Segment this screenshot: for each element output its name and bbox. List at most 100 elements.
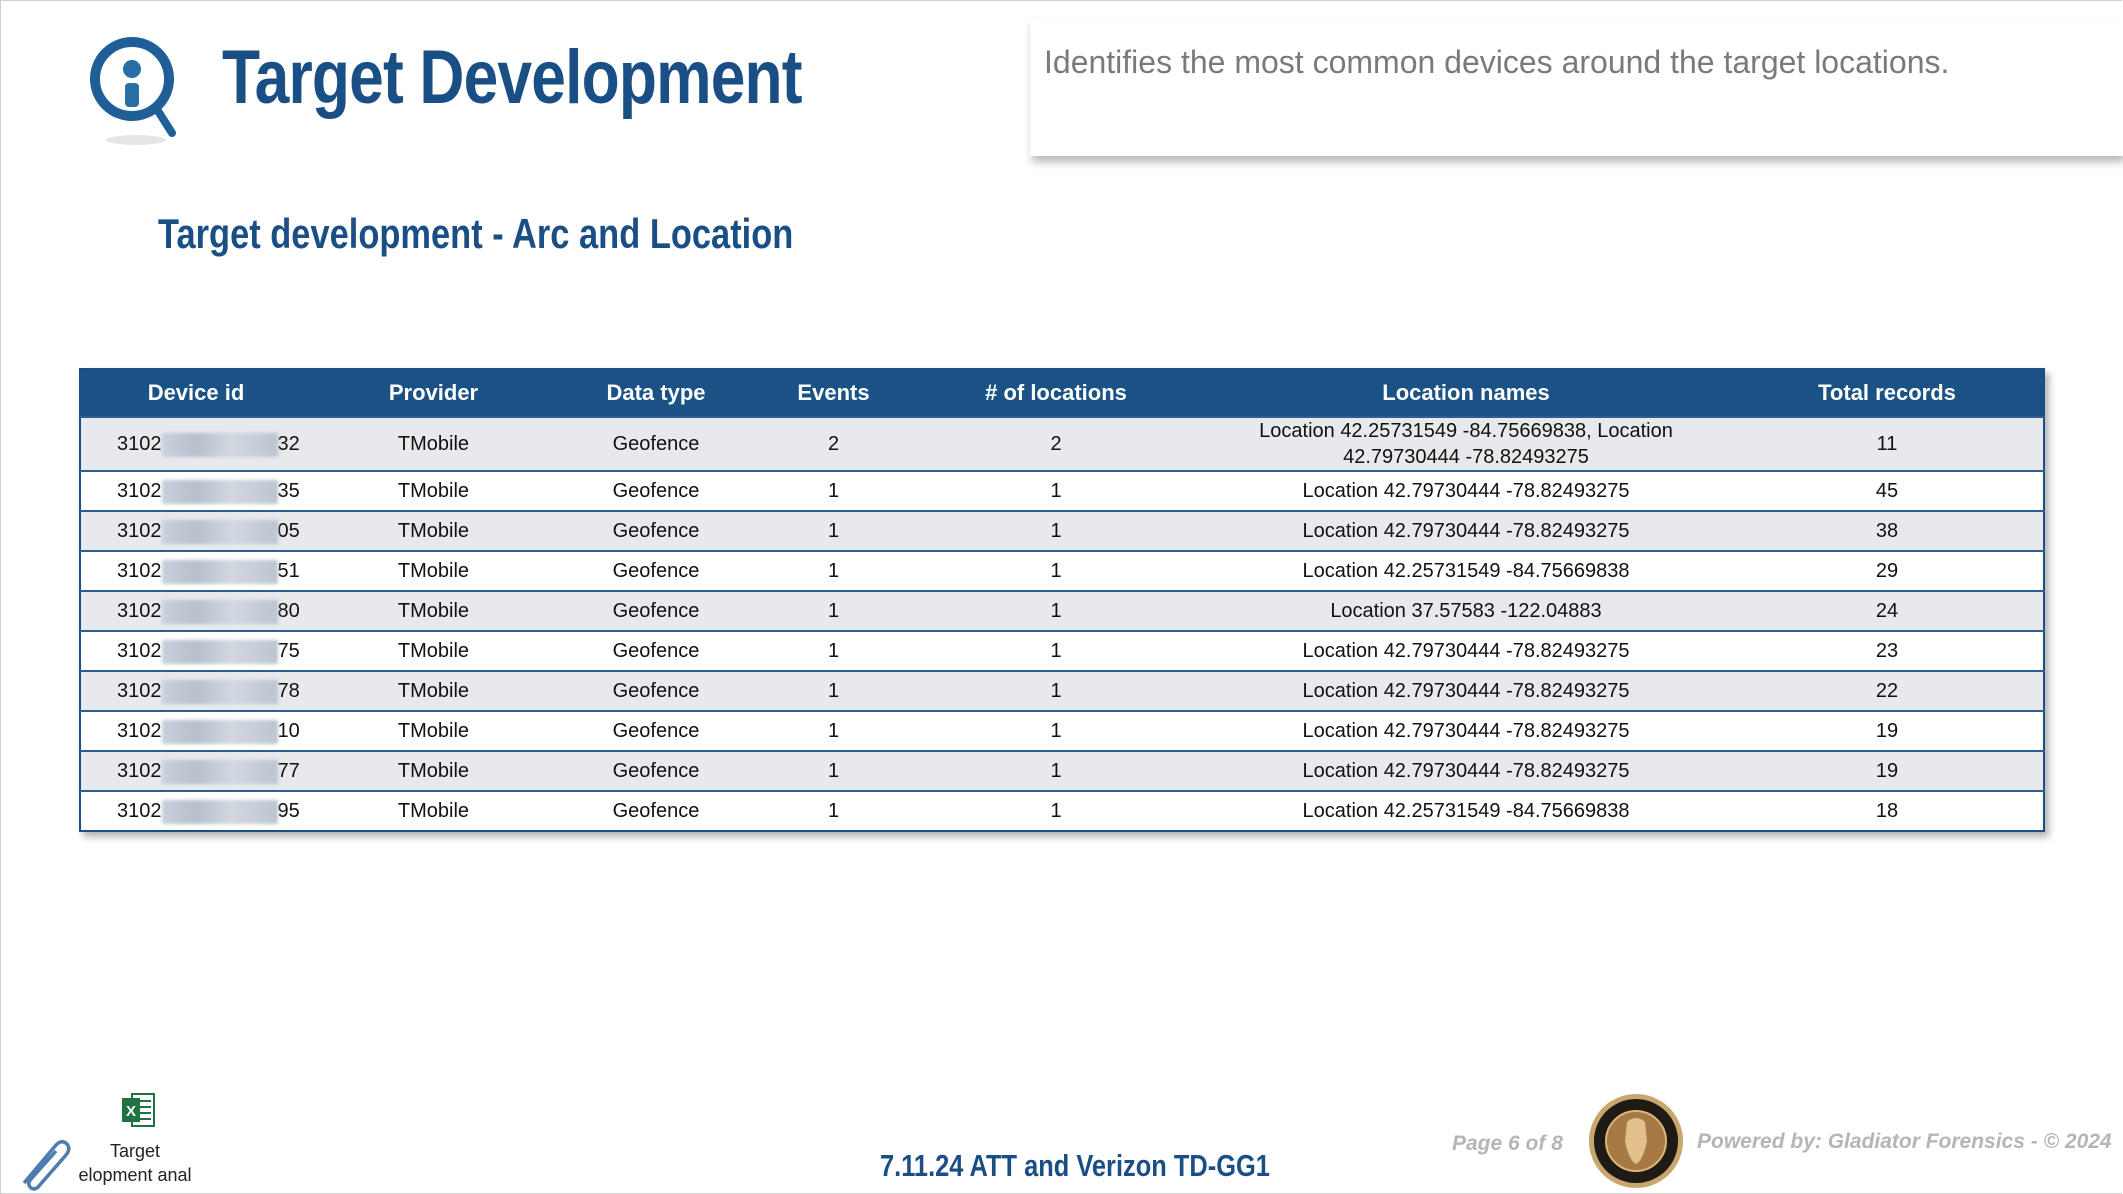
total-records-cell: 23 <box>1731 630 2044 671</box>
device-id-suffix: 10 <box>277 720 300 742</box>
location-names-cell: Location 42.79730444 -78.82493275 <box>1201 470 1731 511</box>
locations-count-cell: 2 <box>911 416 1201 471</box>
events-cell: 1 <box>756 470 911 511</box>
table-row: 3102 05 TMobile Geofence 1 1 Location 42.79730… <box>80 510 2044 551</box>
redacted-device-id <box>161 759 278 784</box>
provider-cell: TMobile <box>311 470 556 511</box>
total-records-cell: 24 <box>1731 590 2044 631</box>
col-total-records: Total records <box>1731 369 2044 417</box>
events-cell: 1 <box>756 630 911 671</box>
data-type-cell: Geofence <box>556 470 756 511</box>
provider-cell: TMobile <box>311 750 556 791</box>
total-records-cell: 11 <box>1731 416 2044 471</box>
total-records-cell: 19 <box>1731 750 2044 791</box>
redacted-device-id <box>161 479 278 504</box>
device-id-suffix: 51 <box>277 560 300 582</box>
device-id-cell: 3102 35 <box>80 470 311 511</box>
provider-cell: TMobile <box>311 790 556 831</box>
data-type-cell: Geofence <box>556 790 756 831</box>
provider-cell: TMobile <box>311 710 556 751</box>
device-id-prefix: 3102 <box>117 600 162 622</box>
section-title: Target development - Arc and Location <box>158 210 794 257</box>
device-id-cell: 3102 75 <box>80 630 311 671</box>
table-row: 3102 35 TMobile Geofence 1 1 Location 42.79730… <box>80 470 2044 511</box>
table-header-row: Device id Provider Data type Events # of… <box>80 369 2044 417</box>
total-records-cell: 18 <box>1731 790 2044 831</box>
page-number: Page 6 of 8 <box>1452 1132 1563 1155</box>
svg-text:X: X <box>126 1103 136 1120</box>
events-cell: 1 <box>756 550 911 591</box>
data-type-cell: Geofence <box>556 630 756 671</box>
data-type-cell: Geofence <box>556 710 756 751</box>
device-id-cell: 3102 32 <box>80 416 311 471</box>
table-row: 3102 78 TMobile Geofence 1 1 Location 42.79730… <box>80 670 2044 711</box>
description-box: Identifies the most common devices aroun… <box>1030 18 2123 156</box>
redacted-device-id <box>161 559 278 584</box>
device-id-prefix: 3102 <box>117 800 162 822</box>
redacted-device-id <box>161 519 278 544</box>
total-records-cell: 29 <box>1731 550 2044 591</box>
redacted-device-id <box>161 719 278 744</box>
col-events: Events <box>756 369 911 417</box>
description-text: Identifies the most common devices aroun… <box>1044 44 1950 80</box>
provider-cell: TMobile <box>311 630 556 671</box>
locations-count-cell: 1 <box>911 550 1201 591</box>
location-names-cell: Location 42.79730444 -78.82493275 <box>1201 510 1731 551</box>
locations-count-cell: 1 <box>911 510 1201 551</box>
device-id-prefix: 3102 <box>117 520 162 542</box>
data-type-cell: Geofence <box>556 750 756 791</box>
location-names-cell: Location 42.79730444 -78.82493275 <box>1201 750 1731 791</box>
location-names-cell: Location 42.79730444 -78.82493275 <box>1201 630 1731 671</box>
provider-cell: TMobile <box>311 550 556 591</box>
events-cell: 1 <box>756 510 911 551</box>
locations-count-cell: 1 <box>911 710 1201 751</box>
table-row: 3102 51 TMobile Geofence 1 1 Location 42.25731… <box>80 550 2044 591</box>
excel-icon[interactable]: X <box>120 1092 156 1128</box>
data-type-cell: Geofence <box>556 670 756 711</box>
events-cell: 1 <box>756 790 911 831</box>
redacted-device-id <box>161 639 278 664</box>
table-row: 3102 32 TMobile Geofence 2 2 Location 42.25731… <box>80 416 2044 471</box>
col-device-id: Device id <box>80 369 311 417</box>
location-names-cell: Location 42.25731549 -84.75669838 <box>1201 790 1731 831</box>
col-provider: Provider <box>311 369 556 417</box>
locations-count-cell: 1 <box>911 630 1201 671</box>
device-id-suffix: 05 <box>277 520 300 542</box>
col-data-type: Data type <box>556 369 756 417</box>
data-type-cell: Geofence <box>556 550 756 591</box>
col-locations: # of locations <box>911 369 1201 417</box>
report-name: 7.11.24 ATT and Verizon TD-GG1 <box>880 1148 1270 1183</box>
page-title: Target Development <box>222 35 803 120</box>
device-id-suffix: 78 <box>277 680 300 702</box>
provider-cell: TMobile <box>311 670 556 711</box>
device-id-prefix: 3102 <box>117 433 162 455</box>
col-location-names: Location names <box>1201 369 1731 417</box>
redacted-device-id <box>161 799 278 824</box>
events-cell: 1 <box>756 670 911 711</box>
table-row: 3102 77 TMobile Geofence 1 1 Location 42.79730… <box>80 750 2044 791</box>
device-id-suffix: 32 <box>277 433 300 455</box>
total-records-cell: 19 <box>1731 710 2044 751</box>
locations-count-cell: 1 <box>911 470 1201 511</box>
table-row: 3102 75 TMobile Geofence 1 1 Location 42.79730… <box>80 630 2044 671</box>
target-development-table: Device id Provider Data type Events # of… <box>79 368 2045 832</box>
total-records-cell: 38 <box>1731 510 2044 551</box>
redacted-device-id <box>161 679 278 704</box>
data-type-cell: Geofence <box>556 590 756 631</box>
device-id-cell: 3102 95 <box>80 790 311 831</box>
device-id-cell: 3102 10 <box>80 710 311 751</box>
device-id-suffix: 95 <box>277 800 300 822</box>
events-cell: 1 <box>756 590 911 631</box>
device-id-prefix: 3102 <box>117 560 162 582</box>
location-names-cell: Location 42.79730444 -78.82493275 <box>1201 710 1731 751</box>
device-id-cell: 3102 05 <box>80 510 311 551</box>
provider-cell: TMobile <box>311 590 556 631</box>
locations-count-cell: 1 <box>911 790 1201 831</box>
locations-count-cell: 1 <box>911 590 1201 631</box>
events-cell: 1 <box>756 750 911 791</box>
device-id-suffix: 80 <box>277 600 300 622</box>
location-names-cell: Location 42.25731549 -84.75669838 <box>1201 550 1731 591</box>
events-cell: 2 <box>756 416 911 471</box>
attachment-label[interactable]: Target elopment anal <box>70 1139 200 1187</box>
device-id-cell: 3102 78 <box>80 670 311 711</box>
